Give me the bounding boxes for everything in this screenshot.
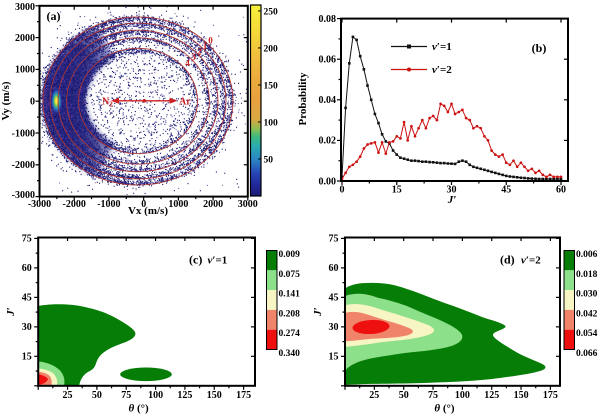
svg-text:0.006: 0.006 [576,250,598,260]
svg-text:J′: J′ [312,307,324,317]
svg-text:0.00: 0.00 [319,176,337,187]
svg-text:Vy (m/s): Vy (m/s) [0,81,12,120]
svg-text:-1000: -1000 [97,199,120,210]
svg-text:v′=1: v′=1 [208,255,228,267]
svg-text:v′=2: v′=2 [432,64,452,76]
svg-text:0.06: 0.06 [319,55,337,66]
svg-text:100: 100 [455,390,470,401]
svg-text:75: 75 [121,390,131,401]
svg-text:2000: 2000 [15,33,35,44]
svg-text:Vx (m/s): Vx (m/s) [128,205,168,217]
svg-text:100: 100 [148,390,163,401]
svg-text:-2000: -2000 [12,160,35,171]
svg-text:-3000: -3000 [12,190,35,201]
svg-text:25: 25 [369,390,379,401]
svg-text:0.030: 0.030 [576,290,598,300]
svg-text:60: 60 [22,263,32,274]
svg-text:25: 25 [63,390,73,401]
svg-text:3: 3 [191,52,196,62]
svg-text:-3000: -3000 [28,199,51,210]
svg-text:50: 50 [264,156,274,166]
svg-text:50: 50 [399,390,409,401]
svg-text:0: 0 [208,36,213,46]
svg-text:1000: 1000 [168,199,188,210]
svg-text:0.141: 0.141 [279,290,301,300]
svg-text:0.04: 0.04 [319,95,337,106]
svg-text:0.340: 0.340 [279,349,301,359]
svg-text:0.075: 0.075 [279,270,301,280]
svg-text:(c): (c) [189,253,202,267]
svg-text:Ar: Ar [179,96,191,107]
svg-text:3000: 3000 [15,2,35,13]
svg-text:250: 250 [264,7,279,17]
svg-text:v′=1: v′=1 [432,41,452,53]
svg-text:0.274: 0.274 [279,329,301,339]
svg-text:θ (°): θ (°) [128,402,149,414]
svg-text:150: 150 [207,390,222,401]
svg-text:100: 100 [264,119,279,129]
svg-text:0.208: 0.208 [279,309,301,319]
svg-text:0.08: 0.08 [319,14,337,25]
svg-text:30: 30 [447,185,457,196]
svg-text:J′: J′ [5,307,17,317]
svg-text:45: 45 [22,293,32,304]
svg-text:0: 0 [141,199,146,210]
svg-text:J′: J′ [447,194,457,206]
svg-text:15: 15 [392,185,402,196]
svg-text:0.066: 0.066 [576,349,598,359]
svg-text:-1000: -1000 [12,128,35,139]
svg-text:75: 75 [22,234,32,245]
svg-text:125: 125 [177,390,192,401]
svg-text:3000: 3000 [238,199,258,210]
svg-text:0: 0 [340,185,345,196]
svg-text:v′=2: v′=2 [521,255,541,267]
svg-text:175: 175 [543,390,558,401]
svg-text:0.018: 0.018 [576,270,598,280]
svg-text:0: 0 [30,97,35,108]
svg-text:0.054: 0.054 [576,329,598,339]
svg-text:60: 60 [556,185,566,196]
svg-text:60: 60 [329,263,339,274]
svg-text:(b): (b) [532,41,547,55]
svg-text:N2: N2 [102,96,113,108]
svg-text:75: 75 [428,390,438,401]
svg-text:4: 4 [185,58,190,68]
svg-text:175: 175 [236,390,251,401]
svg-text:0.042: 0.042 [576,309,598,319]
svg-text:θ (°): θ (°) [434,402,455,414]
svg-text:-2000: -2000 [63,199,86,210]
svg-text:45: 45 [501,185,511,196]
svg-text:200: 200 [264,44,279,54]
svg-text:(a): (a) [47,9,61,23]
svg-text:15: 15 [22,352,32,363]
svg-text:30: 30 [22,322,32,333]
svg-text:150: 150 [514,390,529,401]
svg-text:(d): (d) [500,253,515,267]
svg-text:0.02: 0.02 [319,136,337,147]
svg-text:1: 1 [203,41,208,51]
svg-text:15: 15 [329,352,339,363]
svg-text:0.009: 0.009 [279,250,301,260]
svg-text:2: 2 [197,47,202,57]
svg-text:1000: 1000 [15,65,35,76]
svg-text:Probability: Probability [297,72,309,125]
svg-text:75: 75 [329,234,339,245]
svg-text:150: 150 [264,82,279,92]
svg-text:45: 45 [329,293,339,304]
svg-text:125: 125 [484,390,499,401]
svg-text:50: 50 [92,390,102,401]
svg-text:30: 30 [329,322,339,333]
svg-text:2000: 2000 [203,199,223,210]
